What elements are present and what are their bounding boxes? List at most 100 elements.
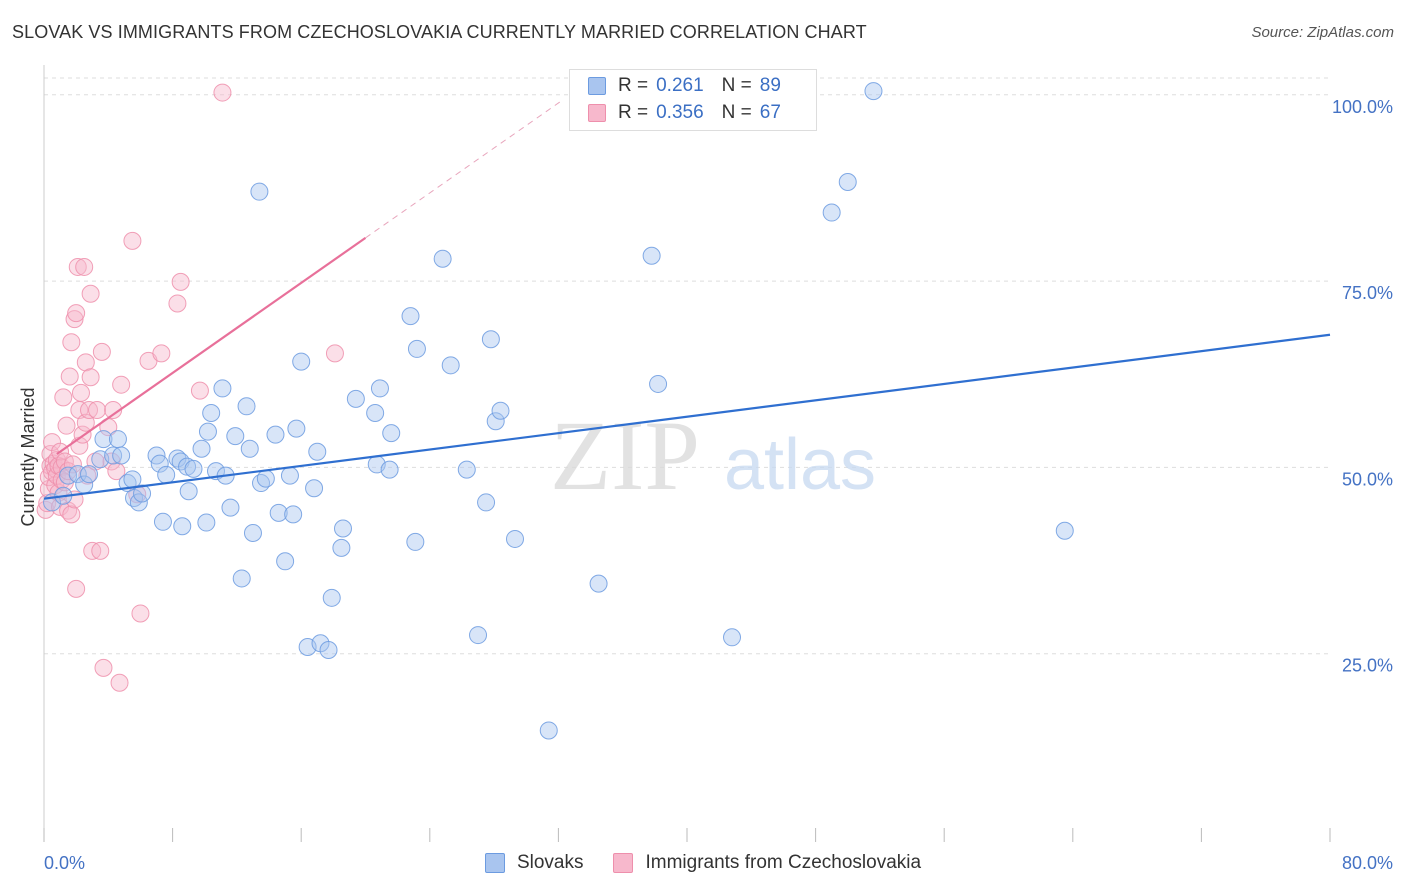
- immigrant-point: [62, 333, 81, 352]
- immigrant-trend-line: [56, 236, 367, 455]
- immigrant-point: [62, 505, 81, 524]
- immigrant-point: [65, 310, 84, 329]
- slovak-point: [112, 446, 131, 465]
- immigrant-point: [88, 401, 107, 420]
- legend-r-value: 0.261: [656, 75, 704, 96]
- slovak-point: [80, 465, 99, 484]
- slovak-point: [322, 588, 341, 607]
- y-tick-label: 100.0%: [1332, 97, 1393, 117]
- legend-label-slovaks: Slovaks: [516, 852, 584, 873]
- immigrant-point: [75, 257, 94, 276]
- slovak-point: [150, 454, 169, 473]
- slovak-point: [505, 529, 524, 548]
- y-axis-title: Currently Married: [18, 387, 38, 526]
- chart-source: Source: ZipAtlas.com: [1251, 24, 1394, 41]
- slovak-point: [406, 532, 425, 551]
- slovak-point: [407, 339, 426, 358]
- immigrant-point: [171, 272, 190, 291]
- legend-swatch-blue: [484, 853, 505, 873]
- slovak-point: [198, 422, 217, 441]
- slovak-point: [280, 466, 299, 485]
- immigrant-point: [63, 455, 82, 474]
- grid-lines: [44, 77, 1330, 655]
- slovak-point: [370, 379, 389, 398]
- immigrant-point: [123, 231, 142, 250]
- slovak-point: [822, 203, 841, 222]
- slovak-point: [346, 389, 365, 408]
- immigrant-point: [190, 381, 209, 400]
- immigrant-point: [152, 344, 171, 363]
- immigrant-point: [60, 367, 79, 386]
- axes: [43, 65, 1331, 842]
- immigrant-point: [94, 658, 113, 677]
- slovak-point: [292, 352, 311, 371]
- immigrant-point: [71, 383, 90, 402]
- y-tick-label: 50.0%: [1342, 469, 1393, 489]
- immigrant-point: [81, 368, 100, 387]
- immigrant-trend-extension: [365, 100, 562, 239]
- slovak-point: [232, 569, 251, 588]
- slovak-point: [269, 503, 288, 522]
- slovak-point: [123, 470, 142, 489]
- slovak-point: [477, 493, 496, 512]
- immigrant-point: [36, 500, 55, 519]
- slovak-point: [382, 424, 401, 443]
- data-points: [36, 82, 1074, 740]
- immigrant-point: [91, 541, 110, 560]
- slovak-point: [226, 427, 245, 446]
- stats-legend: R = 0.261 N = 89 R = 0.356 N = 67: [569, 69, 817, 131]
- slovak-point: [237, 397, 256, 416]
- legend-swatch-pink: [613, 853, 634, 873]
- slovak-point: [184, 459, 203, 478]
- immigrant-point: [92, 342, 111, 361]
- slovak-point: [243, 523, 262, 542]
- legend-n-value: 67: [759, 102, 781, 123]
- legend-row-immigrants: R = 0.356 N = 67: [588, 101, 781, 125]
- immigrant-point: [112, 375, 131, 394]
- x-tick-label-max: 80.0%: [1342, 853, 1393, 873]
- slovak-point: [173, 517, 192, 536]
- slovak-point: [192, 439, 211, 458]
- slovak-point: [319, 640, 338, 659]
- immigrant-point: [67, 304, 86, 323]
- y-tick-label: 75.0%: [1342, 283, 1393, 303]
- immigrant-point: [57, 416, 76, 435]
- axis-labels: Currently Married 25.0% 50.0% 75.0% 100.0% 0…: [18, 97, 1393, 873]
- legend-n-label: N =: [721, 102, 752, 123]
- immigrant-point: [213, 83, 232, 102]
- slovak-point: [213, 379, 232, 398]
- slovak-point: [642, 246, 661, 265]
- y-tick-label: 25.0%: [1342, 656, 1393, 676]
- legend-r-label: R =: [618, 102, 649, 123]
- slovak-point: [838, 172, 857, 191]
- immigrant-point: [76, 353, 95, 372]
- slovak-point: [256, 469, 275, 488]
- slovak-point: [240, 439, 259, 458]
- legend-swatch-blue: [588, 77, 606, 95]
- slovak-point: [433, 249, 452, 268]
- legend-swatch-pink: [588, 104, 606, 122]
- watermark: ZIP atlas: [550, 400, 876, 511]
- slovak-point: [202, 404, 221, 423]
- slovak-point: [94, 430, 113, 449]
- slovak-point: [441, 356, 460, 375]
- legend-r-value: 0.356: [656, 102, 704, 123]
- slovak-point: [157, 465, 176, 484]
- watermark-atlas: atlas: [724, 425, 876, 505]
- immigrant-point: [68, 257, 87, 276]
- slovak-point: [133, 484, 152, 503]
- slovak-point: [469, 626, 488, 645]
- immigrant-point: [104, 401, 123, 420]
- slovak-point: [197, 513, 216, 532]
- immigrant-point: [67, 579, 86, 598]
- slovak-point: [266, 425, 285, 444]
- slovak-point: [221, 498, 240, 517]
- slovak-point: [457, 460, 476, 479]
- slovak-point: [308, 442, 327, 461]
- slovak-point: [333, 519, 352, 538]
- legend-label-immigrants: Immigrants from Czechoslovakia: [645, 852, 922, 873]
- x-tick-label-min: 0.0%: [44, 853, 85, 873]
- legend-n-value: 89: [759, 75, 781, 96]
- slovak-point: [1055, 521, 1074, 540]
